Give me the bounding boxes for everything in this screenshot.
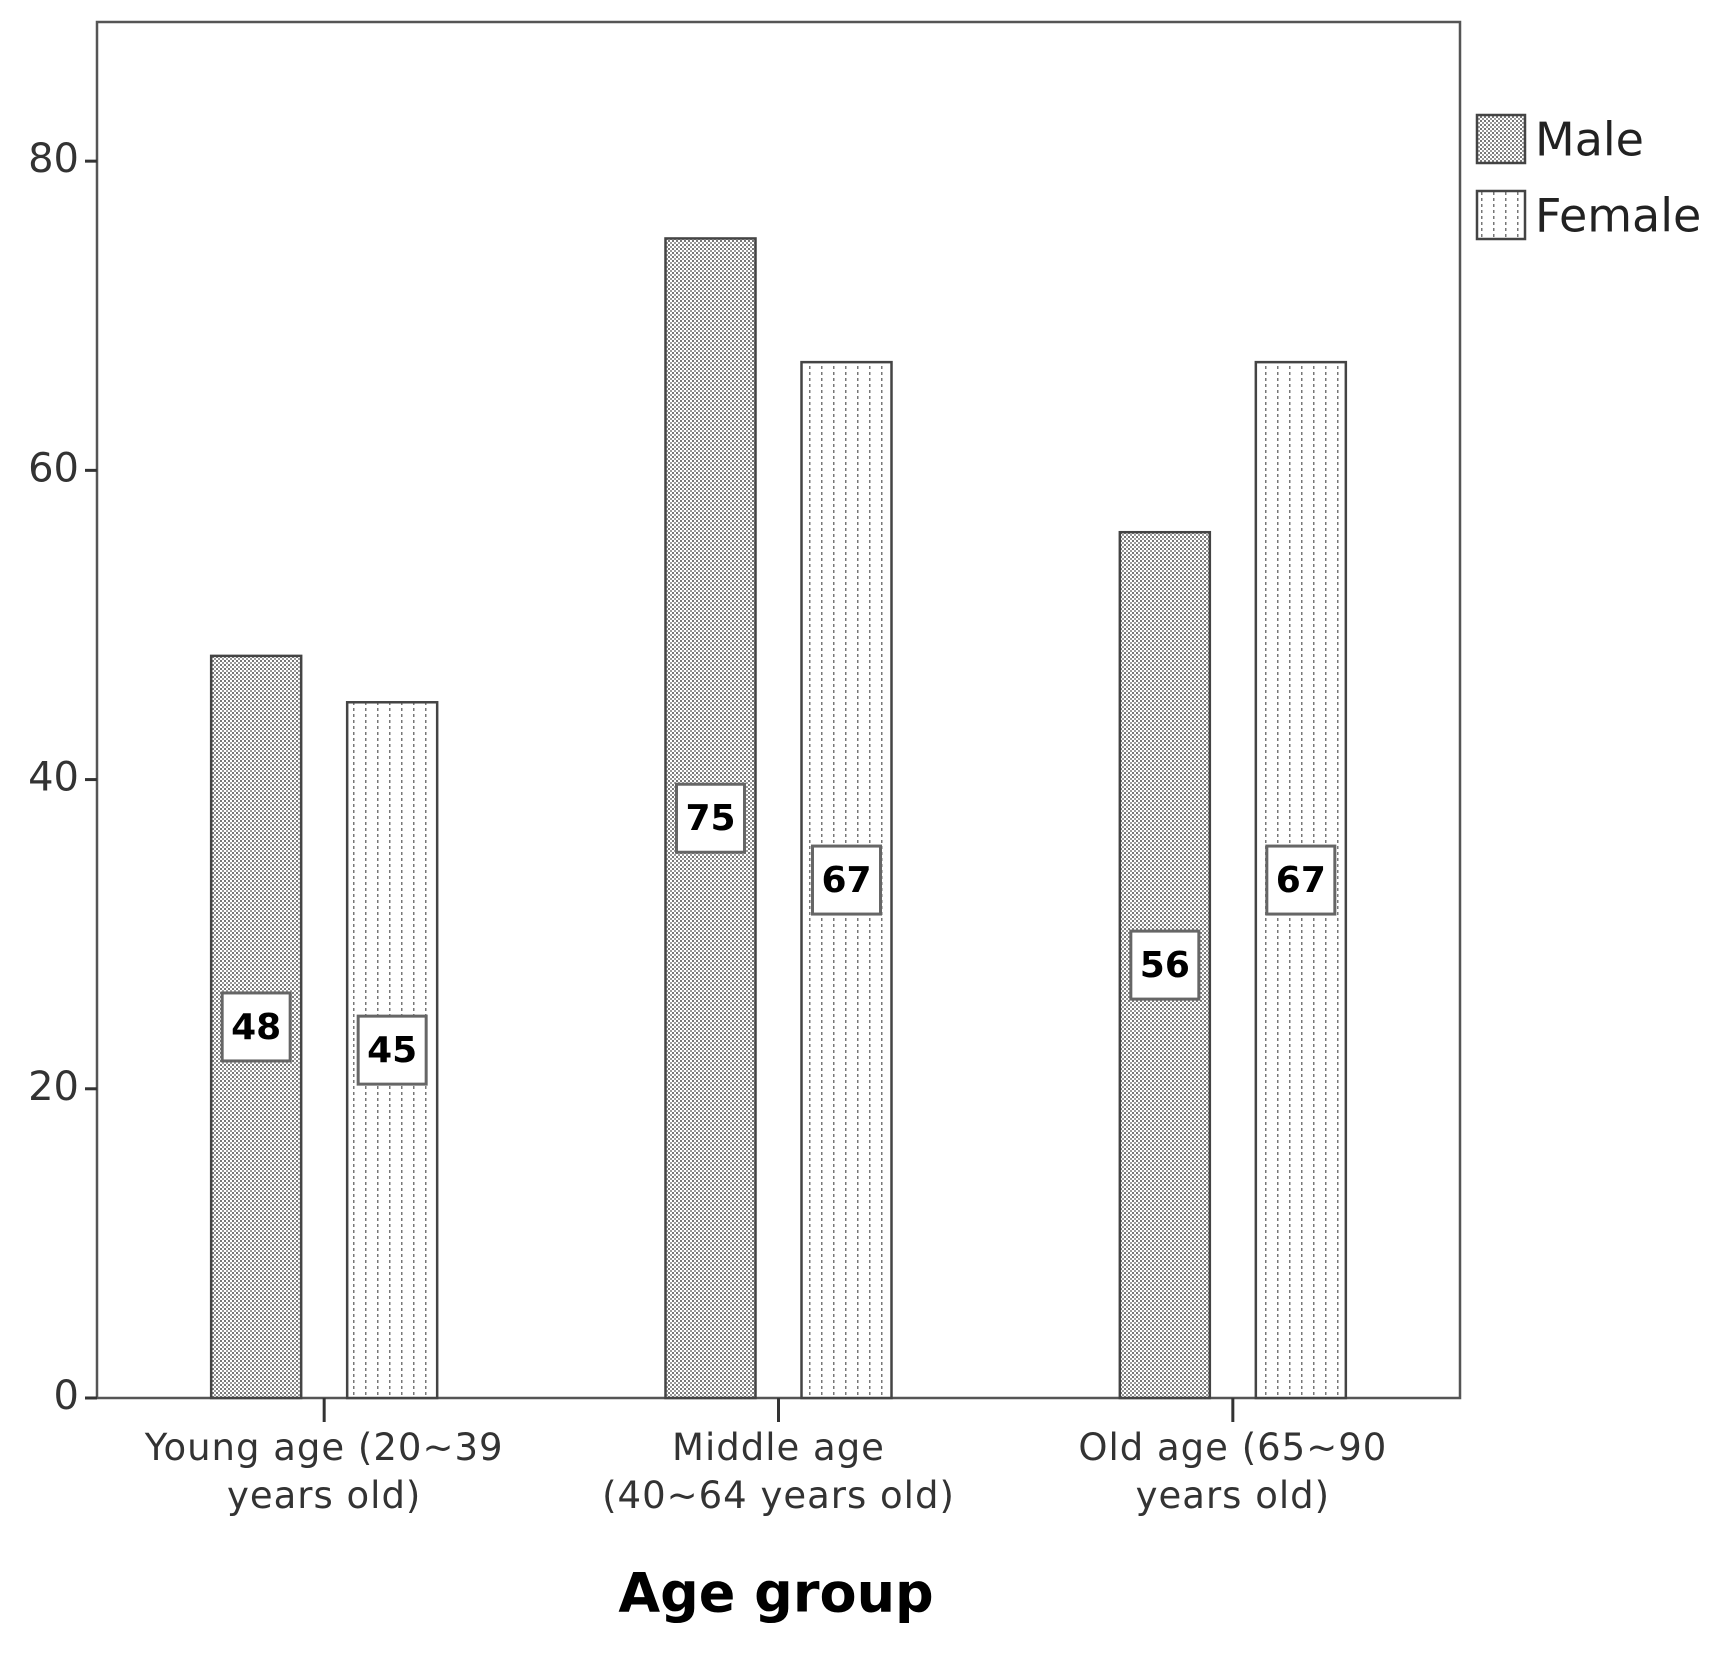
data-label-box — [675, 782, 746, 854]
data-label: 67 — [821, 860, 871, 901]
x-tick-label: Young age (20~39 years old) — [144, 1426, 504, 1517]
x-tick-label: Old age (65~90 years old) — [1078, 1426, 1388, 1517]
y-tick-label: 60 — [28, 445, 79, 491]
data-label: 48 — [231, 1007, 281, 1048]
y-tick-label: 20 — [28, 1064, 79, 1110]
y-tick-label: 40 — [28, 755, 79, 801]
data-label: 56 — [1140, 945, 1190, 986]
data-label-box — [356, 1014, 428, 1086]
legend-swatch — [1475, 189, 1527, 241]
x-axis-title: Age group — [618, 1562, 933, 1625]
legend-label: Female — [1535, 189, 1701, 243]
data-label: 67 — [1276, 860, 1326, 901]
data-label: 75 — [685, 798, 735, 839]
legend-label: Male — [1535, 113, 1644, 167]
data-label-box — [1265, 844, 1337, 916]
x-tick-label: Middle age (40~64 years old) — [602, 1426, 955, 1517]
data-label-box — [1129, 929, 1201, 1001]
y-tick-label: 0 — [54, 1373, 79, 1419]
y-tick-label: 80 — [28, 136, 79, 182]
data-label-box — [220, 991, 292, 1063]
data-label: 45 — [367, 1030, 417, 1071]
data-label-box — [811, 844, 882, 916]
legend-swatch — [1475, 113, 1527, 165]
